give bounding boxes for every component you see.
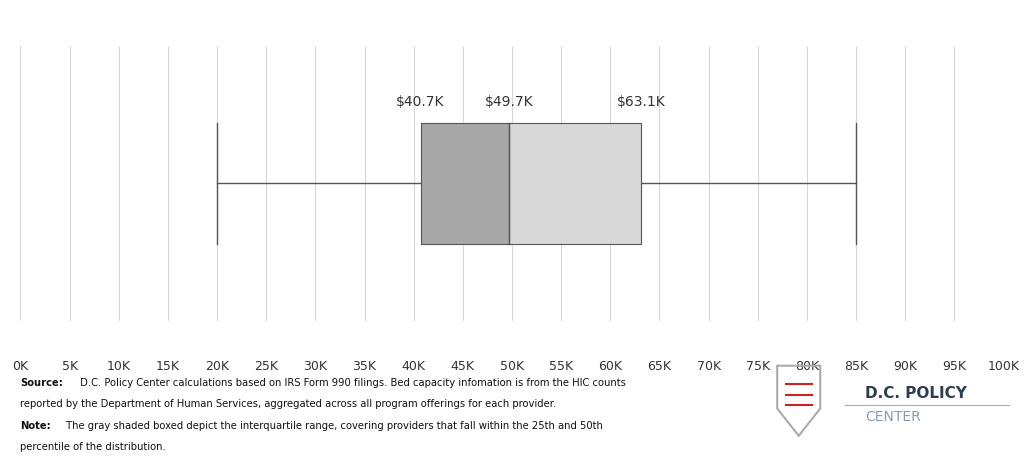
Bar bbox=[509, 123, 641, 244]
Text: D.C. POLICY: D.C. POLICY bbox=[865, 387, 967, 401]
Text: percentile of the distribution.: percentile of the distribution. bbox=[20, 442, 166, 453]
Text: CENTER: CENTER bbox=[865, 410, 921, 424]
Text: The gray shaded boxed depict the interquartile range, covering providers that fa: The gray shaded boxed depict the interqu… bbox=[63, 421, 603, 431]
Bar bbox=[421, 123, 509, 244]
Text: D.C. Policy Center calculations based on IRS Form 990 filings. Bed capacity info: D.C. Policy Center calculations based on… bbox=[77, 378, 626, 388]
Text: $63.1K: $63.1K bbox=[616, 95, 666, 109]
Text: Note:: Note: bbox=[20, 421, 51, 431]
Text: Source:: Source: bbox=[20, 378, 63, 388]
Text: reported by the Department of Human Services, aggregated across all program offe: reported by the Department of Human Serv… bbox=[20, 399, 557, 409]
Text: $40.7K: $40.7K bbox=[396, 95, 444, 109]
Text: $49.7K: $49.7K bbox=[484, 95, 534, 109]
